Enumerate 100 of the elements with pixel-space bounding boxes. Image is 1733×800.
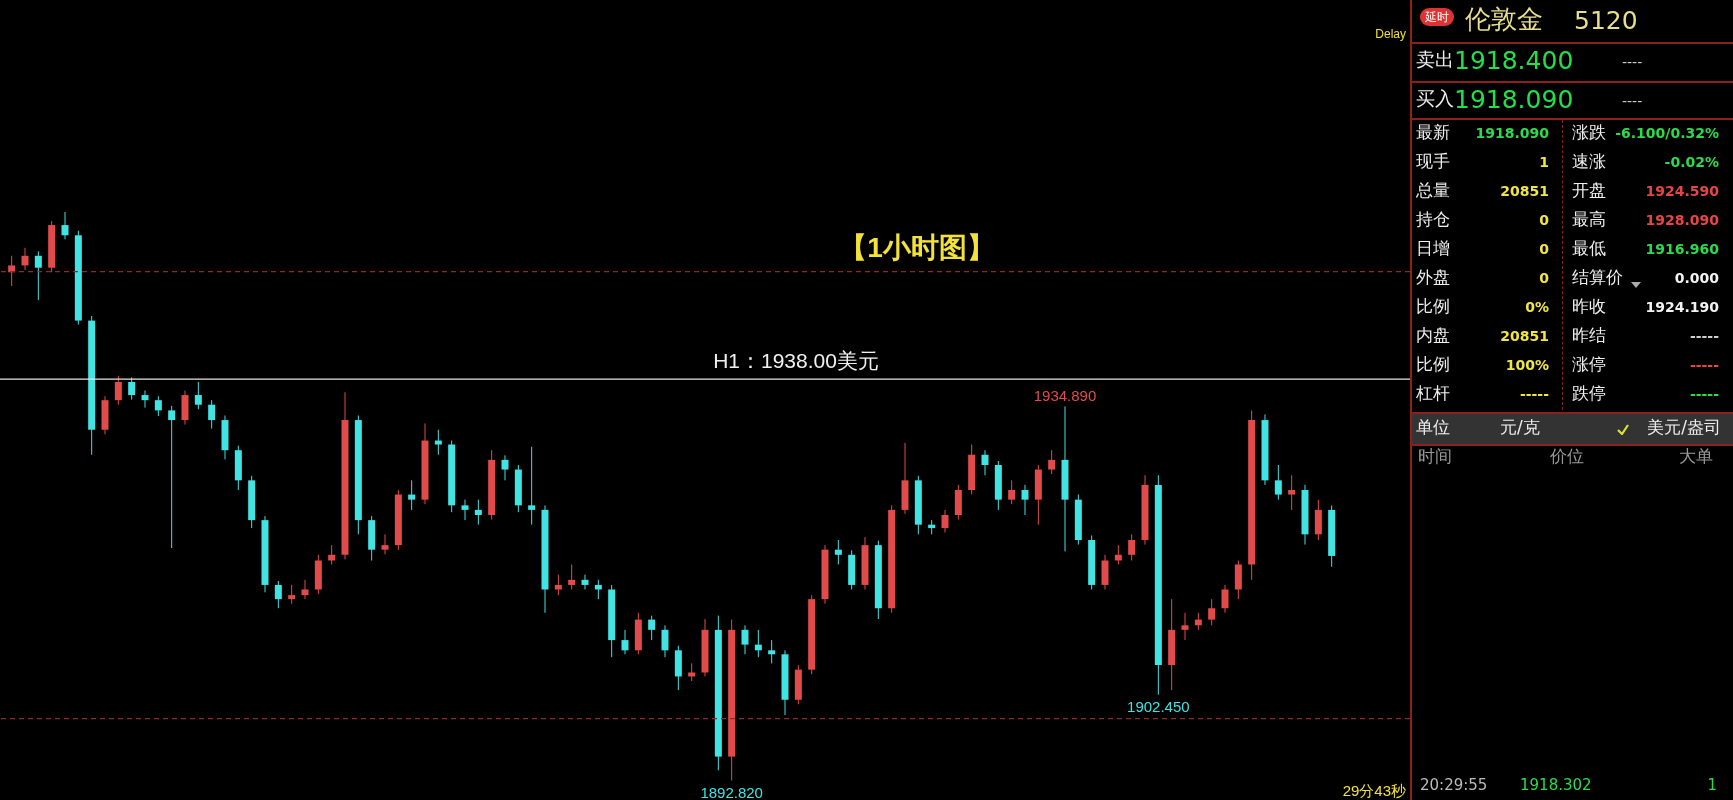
text: 涨停 [1572, 354, 1606, 374]
text: 最低 [1572, 238, 1606, 258]
text: 1916.960 [1645, 241, 1719, 257]
text: ---- [1622, 54, 1643, 70]
candlestick [661, 624, 669, 658]
text: -6.100/0.32% [1615, 125, 1719, 141]
text: 买入 [1416, 87, 1454, 109]
candlestick [528, 446, 536, 526]
candlestick [1008, 479, 1016, 505]
candlestick [1128, 533, 1136, 561]
candlestick [114, 375, 122, 406]
candlestick [141, 390, 149, 409]
text: 卖出 [1416, 48, 1454, 70]
candlestick [1021, 484, 1029, 516]
text: 0 [1539, 241, 1549, 257]
text: 5120 [1574, 6, 1638, 35]
candlestick [1288, 474, 1296, 511]
candlestick [8, 255, 16, 287]
text: 昨收 [1572, 296, 1606, 316]
text: 大单 [1679, 446, 1713, 466]
text: 20851 [1500, 183, 1549, 199]
candlestick [648, 615, 656, 641]
candlestick [194, 381, 202, 410]
candlestick [208, 399, 216, 430]
text: 1928.090 [1645, 212, 1719, 228]
text: 0 [1539, 270, 1549, 286]
annotation: 1892.820 [700, 783, 763, 800]
text: 1918.302 [1520, 776, 1592, 794]
candlestick [741, 624, 749, 655]
text: 单位 [1416, 417, 1450, 437]
candlestick [274, 580, 282, 609]
candlestick [128, 376, 136, 401]
text: 比例 [1416, 296, 1450, 316]
text: 1924.590 [1645, 183, 1719, 199]
annotation: 1902.450 [1127, 697, 1190, 715]
text: 结算价 [1572, 267, 1623, 287]
text: 现手 [1416, 151, 1450, 171]
text: 29分43秒 [1342, 782, 1406, 799]
text: 延时 [1420, 8, 1454, 26]
ref-line-label: H1：1938.00美元 [713, 349, 879, 373]
text: 开盘 [1572, 180, 1606, 200]
candlestick [168, 405, 176, 549]
text: 价位 [1550, 446, 1584, 466]
text: Delay [1375, 27, 1406, 41]
text: 元/克 [1500, 417, 1540, 437]
text: 持仓 [1416, 209, 1450, 229]
text: ----- [1689, 357, 1719, 373]
candlestick [61, 211, 69, 240]
text: 最新 [1416, 122, 1450, 142]
text: 速涨 [1572, 151, 1606, 171]
text: ----- [1519, 386, 1549, 402]
text: 比例 [1416, 354, 1450, 374]
candlestick [1274, 464, 1282, 501]
candlestick [981, 449, 989, 476]
text: 100% [1505, 357, 1549, 373]
candlestick [941, 509, 949, 534]
annotation: 1934.890 [1033, 387, 1097, 405]
candlestick [34, 250, 42, 301]
text: 伦敦金 [1465, 4, 1543, 34]
text: 内盘 [1416, 325, 1450, 345]
text: 跌停 [1572, 383, 1606, 403]
text: 杠杆 [1416, 383, 1450, 403]
text: 1 [1539, 154, 1549, 170]
candlestick [154, 395, 162, 417]
text: 0 [1539, 212, 1549, 228]
text: 1918.090 [1475, 125, 1549, 141]
text: 0.000 [1674, 270, 1719, 286]
text: 1924.190 [1645, 299, 1719, 315]
text: 20:29:55 [1420, 776, 1488, 794]
text: ----- [1689, 386, 1719, 402]
text: ---- [1622, 93, 1643, 109]
candlestick [1221, 584, 1229, 614]
text: 1918.400 [1454, 46, 1574, 75]
candlestick [474, 499, 482, 526]
candlestick [21, 247, 29, 271]
text: 日增 [1416, 238, 1450, 258]
candlestick [381, 533, 389, 555]
text: 1918.090 [1454, 85, 1574, 114]
candlestick [1208, 598, 1216, 626]
candlestick [621, 629, 629, 655]
candlestick [1181, 612, 1189, 641]
candlestick [568, 563, 576, 590]
text: 最高 [1572, 209, 1606, 229]
text: ----- [1689, 328, 1719, 344]
candlestick [834, 539, 842, 565]
candlestick [301, 579, 309, 600]
text: 20851 [1500, 328, 1549, 344]
text: 美元/盎司 [1647, 417, 1721, 437]
text: 时间 [1418, 446, 1452, 466]
candlestick [434, 429, 442, 456]
candlestick [581, 574, 589, 590]
text: 总量 [1416, 180, 1450, 200]
candlestick [288, 584, 296, 605]
candlestick [461, 499, 469, 521]
candlestick [768, 639, 776, 664]
text: 1 [1707, 776, 1717, 794]
text: 涨跌 [1572, 122, 1606, 142]
candlestick [408, 479, 416, 511]
candlestick [501, 454, 509, 481]
candlestick [1048, 449, 1056, 475]
